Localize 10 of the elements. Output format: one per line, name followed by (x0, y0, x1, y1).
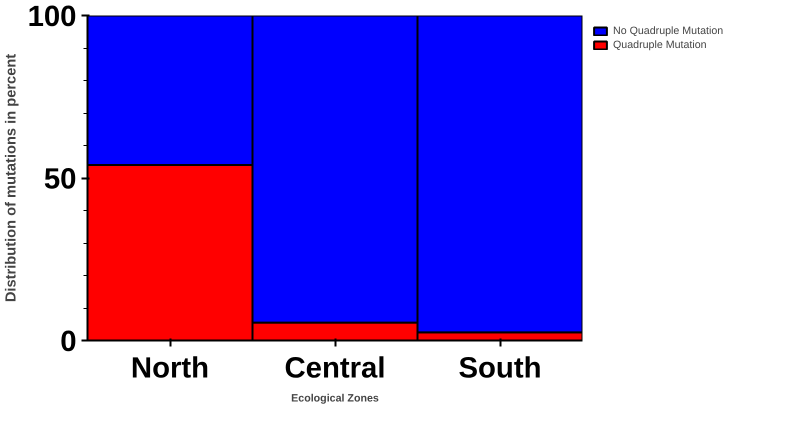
y-axis-title: Distribution of mutations in percent (4, 54, 20, 302)
x-tick-label: South (458, 352, 542, 384)
y-tick-label: 100 (28, 0, 77, 33)
legend-label: No Quadruple Mutation (613, 25, 724, 37)
legend-label: Quadruple Mutation (613, 39, 707, 51)
x-tick-label: Central (284, 352, 386, 384)
y-tick-label: 0 (60, 325, 76, 358)
y-tick-label: 50 (44, 162, 77, 196)
x-axis-title: Ecological Zones (291, 392, 379, 404)
x-tick-label: North (130, 352, 210, 384)
